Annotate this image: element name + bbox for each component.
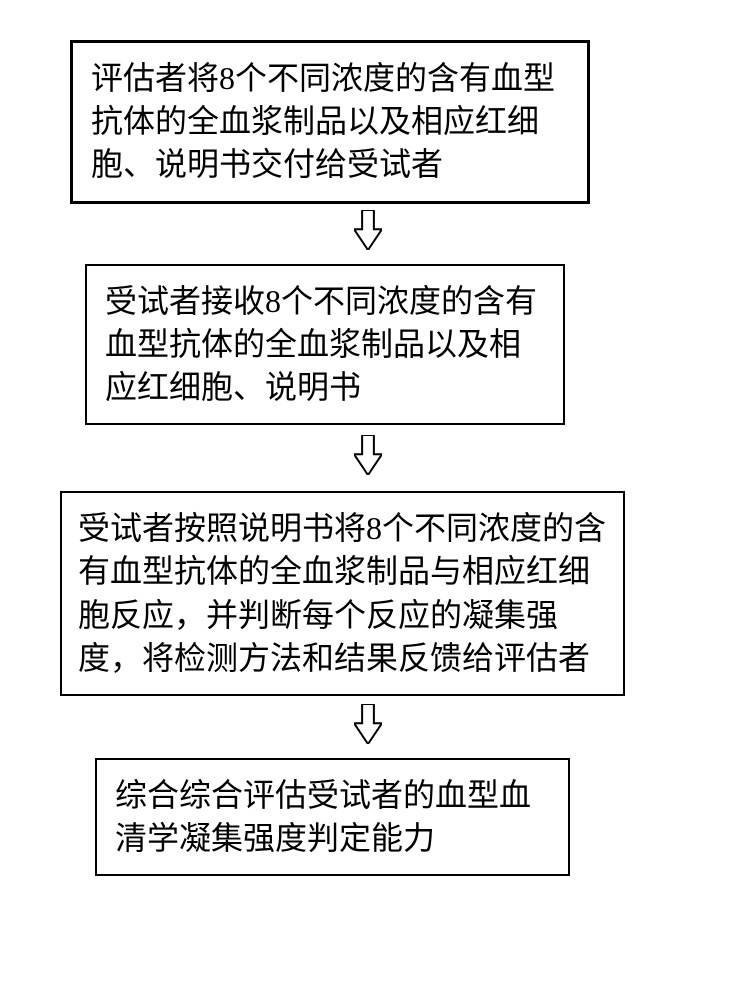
flowchart-arrow	[354, 704, 382, 744]
flowchart-node-n3: 受试者按照说明书将8个不同浓度的含有血型抗体的全血浆制品与相应红细胞反应，并判断…	[60, 491, 625, 696]
flowchart-node-text: 受试者接收8个不同浓度的含有血型抗体的全血浆制品以及相应红细胞、说明书	[105, 280, 545, 410]
flowchart-arrow	[354, 435, 382, 475]
flowchart-node-n1: 评估者将8个不同浓度的含有血型抗体的全血浆制品以及相应红细胞、说明书交付给受试者	[70, 40, 590, 204]
flowchart-node-n2: 受试者接收8个不同浓度的含有血型抗体的全血浆制品以及相应红细胞、说明书	[85, 264, 565, 426]
flowchart-node-text: 综合综合评估受试者的血型血清学凝集强度判定能力	[115, 774, 550, 860]
flowchart-node-n4: 综合综合评估受试者的血型血清学凝集强度判定能力	[95, 758, 570, 876]
flowchart-arrow	[354, 210, 382, 250]
flowchart-node-text: 评估者将8个不同浓度的含有血型抗体的全血浆制品以及相应红细胞、说明书交付给受试者	[91, 57, 569, 187]
flowchart-node-text: 受试者按照说明书将8个不同浓度的含有血型抗体的全血浆制品与相应红细胞反应，并判断…	[78, 507, 607, 680]
flowchart-container: 评估者将8个不同浓度的含有血型抗体的全血浆制品以及相应红细胞、说明书交付给受试者…	[0, 0, 735, 1000]
